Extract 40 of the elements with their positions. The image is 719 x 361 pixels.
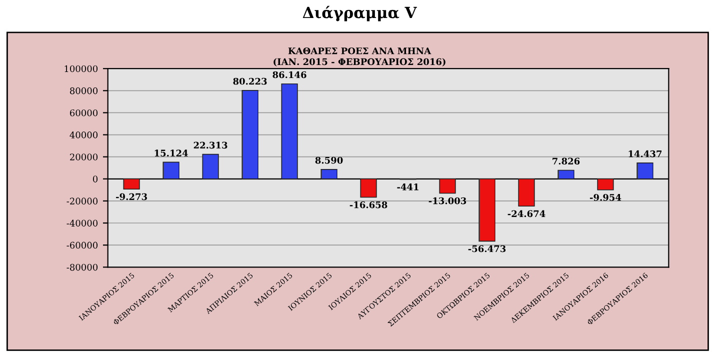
data-label: 80.223 xyxy=(233,78,267,85)
data-label: 7.826 xyxy=(552,158,580,165)
data-label: -24.674 xyxy=(508,210,546,218)
bar xyxy=(478,178,496,242)
data-label: 15.124 xyxy=(154,150,188,156)
data-label: 22.313 xyxy=(194,142,228,149)
data-label: -441 xyxy=(397,184,418,190)
data-label: -9.273 xyxy=(116,193,147,200)
data-label: 86.146 xyxy=(272,71,306,78)
bar xyxy=(162,162,180,180)
bar xyxy=(320,169,338,180)
y-tick-label: 80000 xyxy=(70,87,98,94)
y-tick-label: -40000 xyxy=(66,220,98,227)
bar xyxy=(636,162,654,180)
bar xyxy=(518,178,535,207)
bar xyxy=(242,90,258,180)
data-label: -16.658 xyxy=(350,201,388,208)
data-label: 14.437 xyxy=(628,150,662,158)
y-tick-label: 100000 xyxy=(64,65,98,72)
data-label: 8.590 xyxy=(315,156,343,164)
bar xyxy=(202,154,219,180)
bar xyxy=(558,170,574,180)
y-tick-label: -20000 xyxy=(66,198,98,205)
chart-title: ΚΑΘΑΡΕΣ ΡΟΕΣ ΑΝΑ ΜΗΝΑ xyxy=(288,47,432,54)
bar xyxy=(439,178,456,194)
data-label: -9.954 xyxy=(590,194,622,201)
bar xyxy=(360,178,377,198)
bar xyxy=(123,178,140,190)
chart-subtitle: (ΙΑΝ. 2015 - ΦΕΒΡΟΥΑΡΙΟΣ 2016) xyxy=(274,58,446,66)
text: Διάγραμμα V xyxy=(302,6,417,22)
y-tick-label: 0 xyxy=(92,176,98,182)
y-tick-label: 40000 xyxy=(70,132,98,138)
y-tick-label: -80000 xyxy=(66,264,98,271)
y-tick-label: -60000 xyxy=(66,242,98,249)
y-tick-label: 20000 xyxy=(70,154,98,160)
bar xyxy=(281,83,298,180)
data-label: -56.473 xyxy=(468,245,506,252)
y-tick-label: 60000 xyxy=(70,109,98,116)
data-label: -13.003 xyxy=(428,197,466,204)
bar xyxy=(597,178,614,190)
